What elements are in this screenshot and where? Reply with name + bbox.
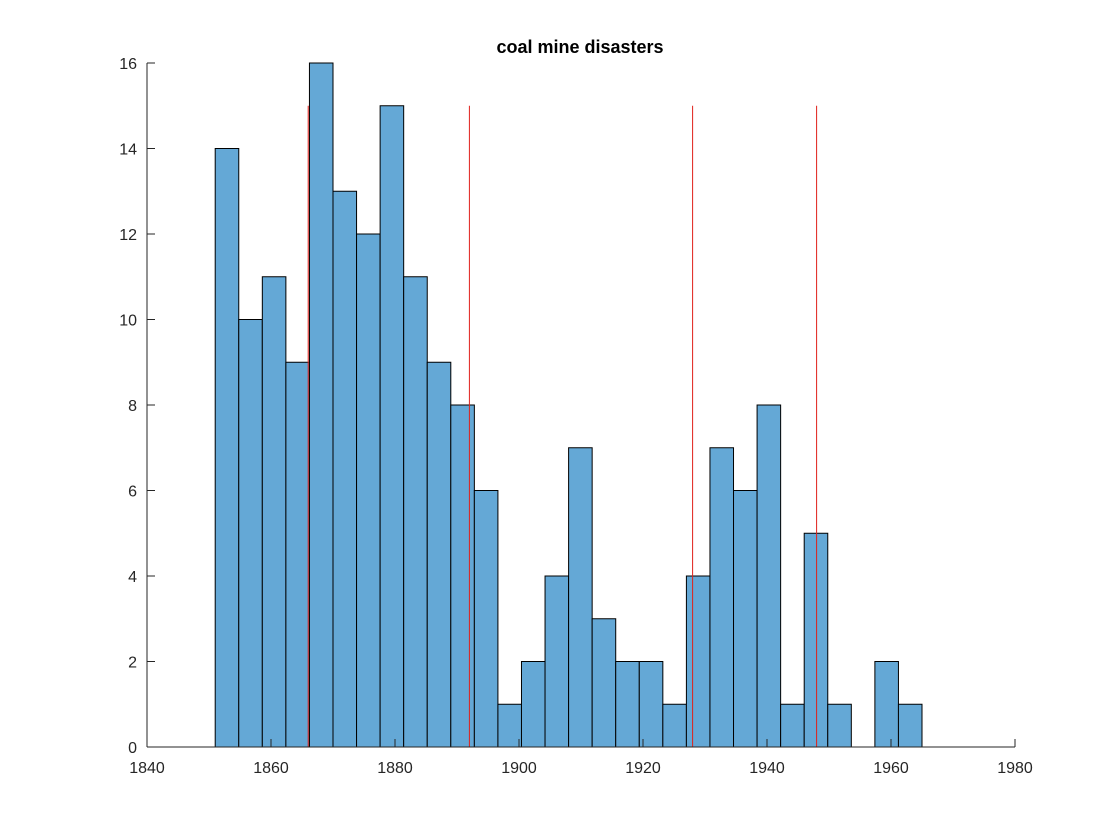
axes-group: 1840 1860 1880 1900 1920 1940 1960 1980 0 2 4 6 8 10 1… bbox=[119, 56, 1033, 777]
x-tick-label: 1940 bbox=[749, 760, 785, 777]
y-tick-label: 6 bbox=[128, 484, 137, 501]
histogram-bar-19 bbox=[638, 661, 664, 748]
histogram-bar-4 bbox=[285, 361, 310, 748]
histogram-bar-2 bbox=[238, 319, 263, 748]
x-tick-label: 1960 bbox=[873, 760, 909, 777]
histogram-bar-25 bbox=[780, 703, 805, 748]
histogram-bar-9 bbox=[403, 276, 428, 748]
histogram-bar-5 bbox=[308, 62, 334, 748]
histogram-bar-21 bbox=[685, 575, 711, 748]
histogram-bar-20 bbox=[662, 703, 687, 748]
y-tick-label: 2 bbox=[128, 655, 137, 672]
histogram-bar-29 bbox=[874, 661, 899, 748]
histogram-bar-30 bbox=[897, 703, 923, 748]
x-tick-label: 1900 bbox=[501, 760, 537, 777]
histogram-bar-14 bbox=[520, 661, 546, 748]
y-tick-label: 14 bbox=[119, 142, 137, 159]
histogram-bar-10 bbox=[426, 361, 452, 748]
histogram-bar-18 bbox=[615, 661, 640, 748]
histogram-bar-12 bbox=[473, 490, 499, 748]
histogram-bar-22 bbox=[709, 447, 735, 748]
histogram-bar-3 bbox=[261, 276, 287, 748]
histogram-bar-26 bbox=[803, 532, 829, 748]
histogram-bar-15 bbox=[544, 575, 570, 748]
histogram-bar-13 bbox=[497, 703, 522, 748]
bars-group bbox=[214, 62, 923, 748]
y-tick-label: 8 bbox=[128, 398, 137, 415]
histogram-bar-16 bbox=[568, 447, 593, 748]
y-tick-label: 12 bbox=[119, 227, 137, 244]
histogram-bar-8 bbox=[379, 105, 405, 748]
x-tick-label: 1860 bbox=[253, 760, 289, 777]
y-tick-label: 10 bbox=[119, 313, 137, 330]
histogram-bar-6 bbox=[332, 190, 358, 748]
x-tick-label: 1840 bbox=[129, 760, 165, 777]
histogram-bar-23 bbox=[733, 490, 758, 748]
x-tick-label: 1880 bbox=[377, 760, 413, 777]
x-tick-label: 1920 bbox=[625, 760, 661, 777]
histogram-bar-27 bbox=[827, 703, 852, 748]
x-tick-label: 1980 bbox=[997, 760, 1033, 777]
histogram-bar-24 bbox=[756, 404, 782, 748]
histogram-bar-1 bbox=[214, 148, 240, 748]
histogram-bar-7 bbox=[356, 233, 381, 748]
histogram-bar-11 bbox=[450, 404, 475, 748]
histogram-bar-17 bbox=[591, 618, 617, 748]
y-tick-label: 4 bbox=[128, 569, 137, 586]
marker-lines-group bbox=[307, 105, 818, 747]
y-tick-label: 0 bbox=[128, 740, 137, 757]
y-tick-label: 16 bbox=[119, 56, 137, 73]
chart-title: coal mine disasters bbox=[496, 37, 663, 57]
